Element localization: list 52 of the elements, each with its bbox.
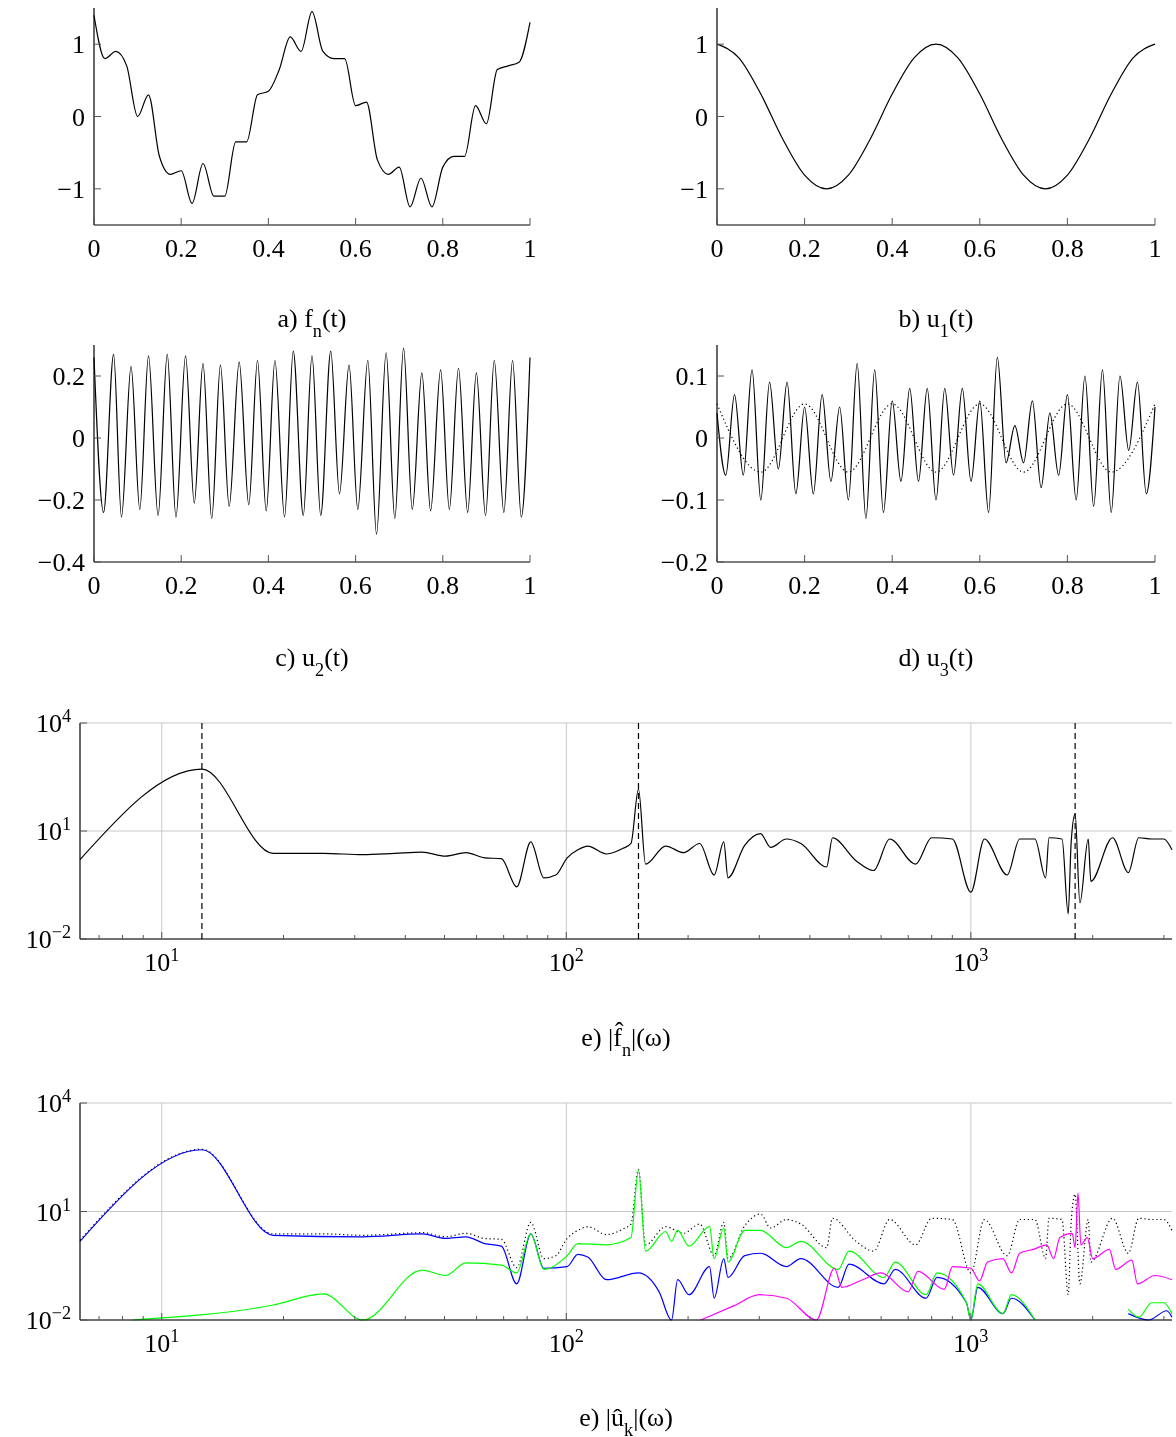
x-tick-label: 0.4 [252,571,285,600]
y-tick-label: −1 [57,174,85,204]
y-tick-label: 10$^{−2}$ [25,1303,71,1335]
y-tick-label: 0 [695,424,708,453]
x-tick-label: 0.2 [788,234,821,263]
y-tick-label: −0.4 [37,548,85,577]
y-tick-label: 0.1 [675,362,708,391]
x-tick-label: 1 [1148,571,1162,600]
y-tick-label: −0.2 [660,548,708,577]
y-tick-label: 1 [72,30,85,60]
x-tick-label: 10$^{1}$ [144,945,180,977]
x-tick-label: 0.6 [963,571,997,600]
x-tick-label: 0.2 [788,571,821,600]
x-tick-label: 1 [523,571,537,600]
x-tick-label: 0.2 [164,234,198,263]
x-tick-label: 10$^{2}$ [548,945,584,977]
text: d) u$_{3}$(t) [898,643,974,680]
x-tick-label: 10$^{3}$ [953,945,989,977]
x-tick-label: 1 [1148,234,1162,263]
x-tick-label: 10$^{1}$ [144,1326,180,1358]
x-tick-label: 0.4 [875,571,909,600]
x-tick-label: 0.8 [426,571,460,600]
text: a) f$_{n}$(t) [277,304,347,341]
x-tick-label: 0.2 [164,571,198,600]
x-tick-label: 10$^{3}$ [953,1326,989,1358]
x-tick-label: 0.6 [339,571,372,600]
x-tick-label: 0.6 [963,234,997,263]
y-tick-label: 0.2 [52,362,85,391]
x-tick-label: 10$^{2}$ [548,1326,584,1358]
y-tick-label: 10$^{1}$ [35,1194,71,1227]
y-tick-label: −0.1 [660,486,708,515]
y-tick-label: 10$^{1}$ [35,814,71,846]
y-tick-label: 10$^{−2}$ [25,922,71,954]
y-tick-label: 10$^{4}$ [35,1086,71,1118]
x-tick-label: 1 [523,234,537,263]
y-tick-label: 0 [72,424,85,453]
x-tick-label: 0.8 [426,234,460,263]
y-tick-label: 10$^{4}$ [35,706,71,738]
y-tick-label: −1 [680,174,708,204]
x-tick-label: 0.6 [339,234,372,263]
x-tick-label: 0.8 [1051,234,1084,263]
text: b) u$_{1}$(t) [898,304,974,341]
x-tick-label: 0.8 [1051,571,1084,600]
text: e) |f̂$_{n}$|(ω) [581,1021,671,1060]
text: c) u$_{2}$(t) [275,643,349,680]
y-tick-label: 0 [695,102,708,132]
y-tick-label: −0.2 [37,486,85,515]
y-tick-label: 1 [695,30,708,60]
x-tick-label: 0.4 [875,234,909,263]
text: e) |û$_{k}$|(ω) [579,1403,673,1437]
y-tick-label: 0 [72,102,85,132]
x-tick-label: 0.4 [252,234,285,263]
